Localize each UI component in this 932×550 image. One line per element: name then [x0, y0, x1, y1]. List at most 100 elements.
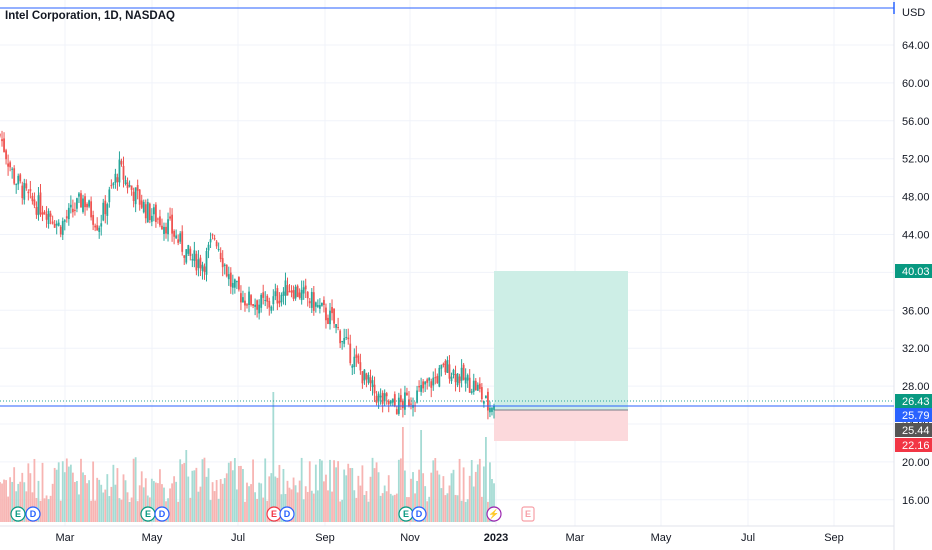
- candle-body: [341, 341, 344, 343]
- volume-bar: [462, 467, 465, 522]
- candle-body: [302, 287, 305, 294]
- volume-bar: [306, 491, 309, 522]
- volume-bar: [112, 464, 115, 522]
- candle-body: [329, 310, 331, 325]
- time-label: May: [142, 532, 163, 544]
- candle-body: [65, 216, 68, 219]
- volume-bar: [175, 481, 178, 522]
- candle-body: [335, 324, 337, 328]
- volume-bar: [108, 496, 111, 522]
- volume-bar: [33, 458, 36, 522]
- candle-body: [183, 255, 186, 258]
- volume-bar: [27, 463, 30, 522]
- volume-bar: [100, 484, 103, 522]
- candle-body: [365, 373, 368, 380]
- candle-body: [294, 286, 297, 299]
- candle-body: [41, 212, 44, 215]
- volume-bar: [278, 464, 281, 522]
- candle-body: [357, 355, 360, 363]
- position-loss-zone[interactable]: [494, 410, 628, 441]
- volume-bar: [177, 501, 180, 522]
- candle-body: [110, 185, 113, 187]
- volume-bar: [96, 477, 99, 522]
- split-icon[interactable]: [486, 506, 502, 522]
- volume-bar: [205, 476, 208, 522]
- volume-bar: [183, 462, 186, 522]
- dividend-icon[interactable]: [411, 506, 427, 522]
- candle-body: [67, 207, 70, 220]
- volume-bar: [49, 495, 52, 522]
- candle-body: [205, 251, 208, 275]
- volume-bar: [373, 468, 376, 522]
- candle-body: [308, 301, 311, 304]
- dividend-icon[interactable]: [279, 506, 295, 522]
- currency-label[interactable]: USD: [902, 7, 925, 19]
- earnings-icon[interactable]: [10, 506, 26, 522]
- volume-bar: [468, 475, 471, 522]
- volume-bar: [489, 462, 491, 522]
- volume-bar: [203, 457, 206, 522]
- volume-bar: [331, 491, 333, 522]
- candle-body: [152, 207, 155, 215]
- volume-bar: [29, 473, 32, 522]
- dividend-icon[interactable]: [25, 506, 41, 522]
- candle-body: [434, 377, 437, 379]
- event-letter: D: [284, 509, 291, 519]
- volume-bar: [355, 497, 358, 522]
- volume-bar: [349, 468, 352, 522]
- volume-bar: [452, 469, 455, 522]
- volume-bar: [333, 460, 335, 522]
- candle-body: [353, 356, 356, 367]
- candle-body: [377, 393, 380, 402]
- volume-bar: [339, 501, 342, 522]
- volume-bar: [436, 470, 439, 522]
- volume-bar: [136, 501, 139, 522]
- time-axis[interactable]: Mar May Jul Sep Nov 2023 Mar May Jul Sep: [56, 532, 844, 544]
- volume-bar: [367, 501, 370, 522]
- candle-body: [193, 250, 196, 261]
- volume-bar: [254, 492, 256, 522]
- volume-bar: [238, 466, 240, 522]
- time-label: Mar: [56, 532, 75, 544]
- volume-bar: [227, 462, 230, 522]
- volume-bar: [485, 437, 487, 522]
- candle-body: [248, 291, 250, 306]
- volume-bar: [63, 472, 66, 522]
- price-axis[interactable]: 64.0060.0056.0052.0048.0044.0040.0036.00…: [902, 40, 930, 507]
- candle-body: [163, 226, 165, 234]
- time-label: Nov: [400, 532, 420, 544]
- position-profit-zone[interactable]: [494, 271, 628, 410]
- candle-body: [476, 384, 479, 391]
- candle-body: [63, 220, 66, 222]
- candle-body: [418, 386, 420, 388]
- price-tick-label: 56.00: [902, 116, 930, 128]
- candle-body: [116, 177, 119, 183]
- volume-bar: [393, 494, 396, 522]
- candle-body: [238, 277, 240, 290]
- candle-body: [33, 199, 36, 206]
- candle-body: [29, 189, 32, 192]
- volume-bar: [262, 497, 265, 522]
- volume-bar: [343, 469, 346, 522]
- time-label: Sep: [315, 532, 335, 544]
- volume-bar: [430, 472, 433, 522]
- volume-bar: [59, 500, 62, 522]
- volume-bar: [337, 461, 340, 522]
- volume-bar: [491, 479, 493, 522]
- volume-bar: [106, 474, 109, 522]
- volume-bar: [84, 475, 86, 522]
- dividend-icon[interactable]: [154, 506, 170, 522]
- candle-body: [296, 285, 299, 297]
- candle-body: [104, 200, 107, 215]
- earnings-future-icon[interactable]: [521, 506, 535, 522]
- candle-body: [375, 395, 378, 403]
- volume-bar: [193, 470, 196, 522]
- volume-bar: [179, 459, 182, 522]
- volume-bar: [341, 499, 344, 522]
- time-label: Jul: [231, 532, 245, 544]
- volume-bar: [69, 464, 72, 522]
- volume-bar: [211, 482, 214, 522]
- candle-body: [331, 307, 333, 314]
- volume-bar: [292, 477, 295, 522]
